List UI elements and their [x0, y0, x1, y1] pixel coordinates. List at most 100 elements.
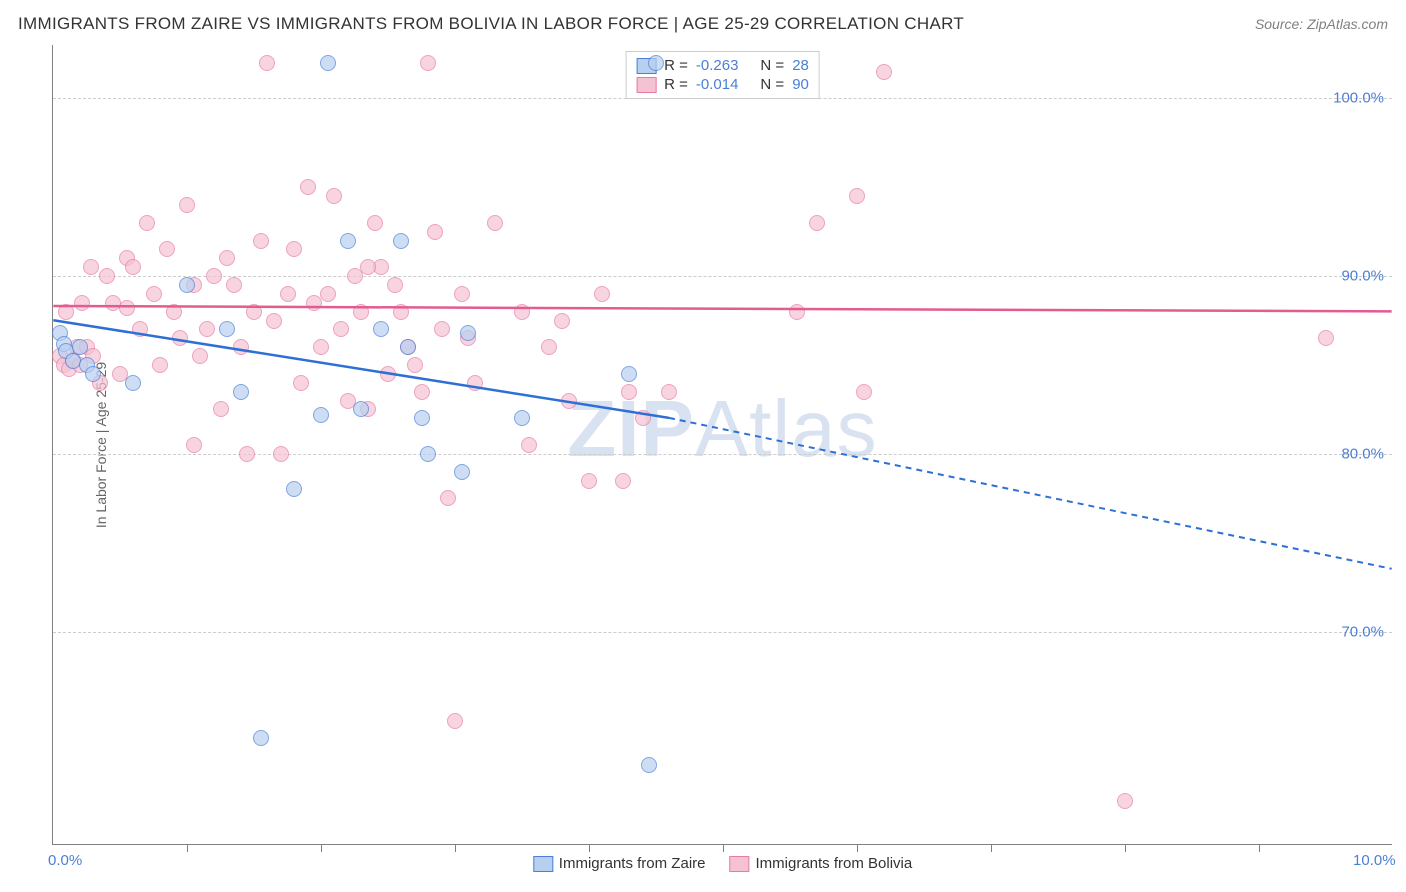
y-tick-label: 90.0% [1341, 268, 1384, 285]
data-point [219, 250, 235, 266]
y-tick-label: 80.0% [1341, 445, 1384, 462]
data-point [333, 321, 349, 337]
data-point [125, 259, 141, 275]
data-point [460, 325, 476, 341]
y-tick-label: 70.0% [1341, 623, 1384, 640]
data-point [1318, 330, 1334, 346]
legend-stats-row: R = -0.014 N = 90 [636, 75, 809, 94]
x-tick [1259, 844, 1260, 852]
data-point [293, 375, 309, 391]
data-point [521, 437, 537, 453]
data-point [219, 321, 235, 337]
data-point [213, 401, 229, 417]
legend-swatch-zaire [533, 856, 553, 872]
data-point [58, 304, 74, 320]
x-tick [321, 844, 322, 852]
watermark: ZIPAtlas [567, 383, 877, 475]
data-point [159, 241, 175, 257]
data-point [615, 473, 631, 489]
legend-swatch-bolivia [636, 77, 656, 93]
data-point [300, 179, 316, 195]
data-point [353, 401, 369, 417]
legend-swatch-bolivia [730, 856, 750, 872]
y-tick-label: 100.0% [1333, 90, 1384, 107]
data-point [380, 366, 396, 382]
data-point [313, 407, 329, 423]
data-point [139, 215, 155, 231]
data-point [259, 55, 275, 71]
data-point [99, 268, 115, 284]
data-point [400, 339, 416, 355]
data-point [266, 313, 282, 329]
data-point [320, 55, 336, 71]
data-point [72, 339, 88, 355]
data-point [199, 321, 215, 337]
data-point [440, 490, 456, 506]
data-point [166, 304, 182, 320]
data-point [581, 473, 597, 489]
data-point [661, 384, 677, 400]
data-point [467, 375, 483, 391]
title-bar: IMMIGRANTS FROM ZAIRE VS IMMIGRANTS FROM… [18, 10, 1388, 38]
x-tick [723, 844, 724, 852]
data-point [326, 188, 342, 204]
chart-title: IMMIGRANTS FROM ZAIRE VS IMMIGRANTS FROM… [18, 14, 964, 34]
data-point [132, 321, 148, 337]
legend-item-zaire: Immigrants from Zaire [533, 855, 706, 872]
gridline [53, 98, 1392, 99]
data-point [280, 286, 296, 302]
data-point [561, 393, 577, 409]
data-point [541, 339, 557, 355]
x-tick-label: 10.0% [1353, 852, 1396, 869]
data-point [320, 286, 336, 302]
data-point [789, 304, 805, 320]
data-point [447, 713, 463, 729]
gridline [53, 276, 1392, 277]
data-point [393, 233, 409, 249]
data-point [635, 410, 651, 426]
data-point [373, 321, 389, 337]
x-tick [455, 844, 456, 852]
x-tick [187, 844, 188, 852]
data-point [206, 268, 222, 284]
data-point [192, 348, 208, 364]
data-point [246, 304, 262, 320]
x-tick [857, 844, 858, 852]
data-point [83, 259, 99, 275]
data-point [125, 375, 141, 391]
data-point [186, 437, 202, 453]
trend-lines [53, 45, 1392, 844]
data-point [286, 241, 302, 257]
data-point [239, 446, 255, 462]
data-point [226, 277, 242, 293]
data-point [146, 286, 162, 302]
data-point [856, 384, 872, 400]
x-tick [991, 844, 992, 852]
data-point [152, 357, 168, 373]
data-point [85, 366, 101, 382]
data-point [594, 286, 610, 302]
data-point [454, 464, 470, 480]
data-point [849, 188, 865, 204]
legend-series: Immigrants from Zaire Immigrants from Bo… [533, 855, 912, 872]
data-point [233, 384, 249, 400]
data-point [340, 233, 356, 249]
data-point [253, 730, 269, 746]
data-point [74, 295, 90, 311]
x-tick [1125, 844, 1126, 852]
x-tick [589, 844, 590, 852]
data-point [273, 446, 289, 462]
data-point [286, 481, 302, 497]
data-point [387, 277, 403, 293]
data-point [621, 384, 637, 400]
data-point [514, 304, 530, 320]
data-point [179, 197, 195, 213]
data-point [313, 339, 329, 355]
data-point [179, 277, 195, 293]
data-point [809, 215, 825, 231]
data-point [353, 304, 369, 320]
data-point [367, 215, 383, 231]
data-point [420, 446, 436, 462]
data-point [233, 339, 249, 355]
scatter-plot: ZIPAtlas In Labor Force | Age 25-29 R = … [52, 45, 1392, 845]
